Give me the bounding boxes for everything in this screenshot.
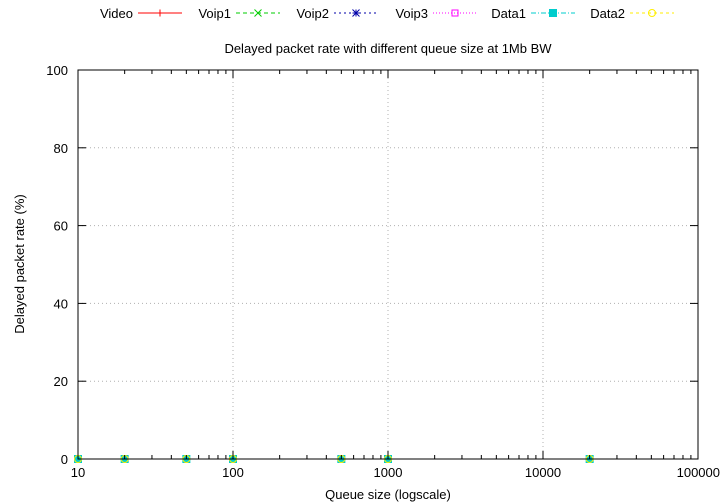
y-tick-label: 60 xyxy=(54,219,68,234)
legend-label: Voip2 xyxy=(296,6,329,21)
y-tick-label: 0 xyxy=(61,452,68,467)
legend-label: Voip3 xyxy=(395,6,428,21)
grid-lines xyxy=(78,70,698,459)
legend-label: Data1 xyxy=(491,6,526,21)
legend: Video Voip1 Voip2 Voip3 Data1 Data2 xyxy=(100,6,674,21)
data-point xyxy=(352,9,360,17)
legend-entry: Data1 xyxy=(491,6,575,21)
legend-entry: Video xyxy=(100,6,182,21)
y-tick-label: 100 xyxy=(46,63,68,78)
chart-title: Delayed packet rate with different queue… xyxy=(224,41,552,56)
y-tick-label: 80 xyxy=(54,141,68,156)
legend-entry: Voip1 xyxy=(198,6,280,21)
x-tick-label: 10000 xyxy=(525,465,561,480)
x-tick-label: 100000 xyxy=(677,465,720,480)
axes xyxy=(77,69,699,460)
y-tick-label: 20 xyxy=(54,374,68,389)
data-point xyxy=(648,9,656,17)
y-tick-label: 40 xyxy=(54,296,68,311)
x-axis-label: Queue size (logscale) xyxy=(325,487,451,502)
legend-label: Voip1 xyxy=(198,6,231,21)
x-tick-label: 10 xyxy=(71,465,85,480)
tick-labels: 10 100 1000 10000 100000 0 20 40 60 80 100 xyxy=(46,63,720,480)
legend-label: Video xyxy=(100,6,133,21)
data-point xyxy=(156,9,164,17)
legend-entry: Data2 xyxy=(590,6,674,21)
data-point xyxy=(254,9,262,17)
data-point xyxy=(451,9,459,17)
x-tick-label: 1000 xyxy=(374,465,403,480)
y-axis-label: Delayed packet rate (%) xyxy=(12,194,27,333)
plot-frame xyxy=(77,69,699,460)
legend-label: Data2 xyxy=(590,6,625,21)
legend-entry: Voip2 xyxy=(296,6,378,21)
data-point xyxy=(549,9,557,17)
x-tick-label: 100 xyxy=(222,465,244,480)
legend-entry: Voip3 xyxy=(395,6,477,21)
